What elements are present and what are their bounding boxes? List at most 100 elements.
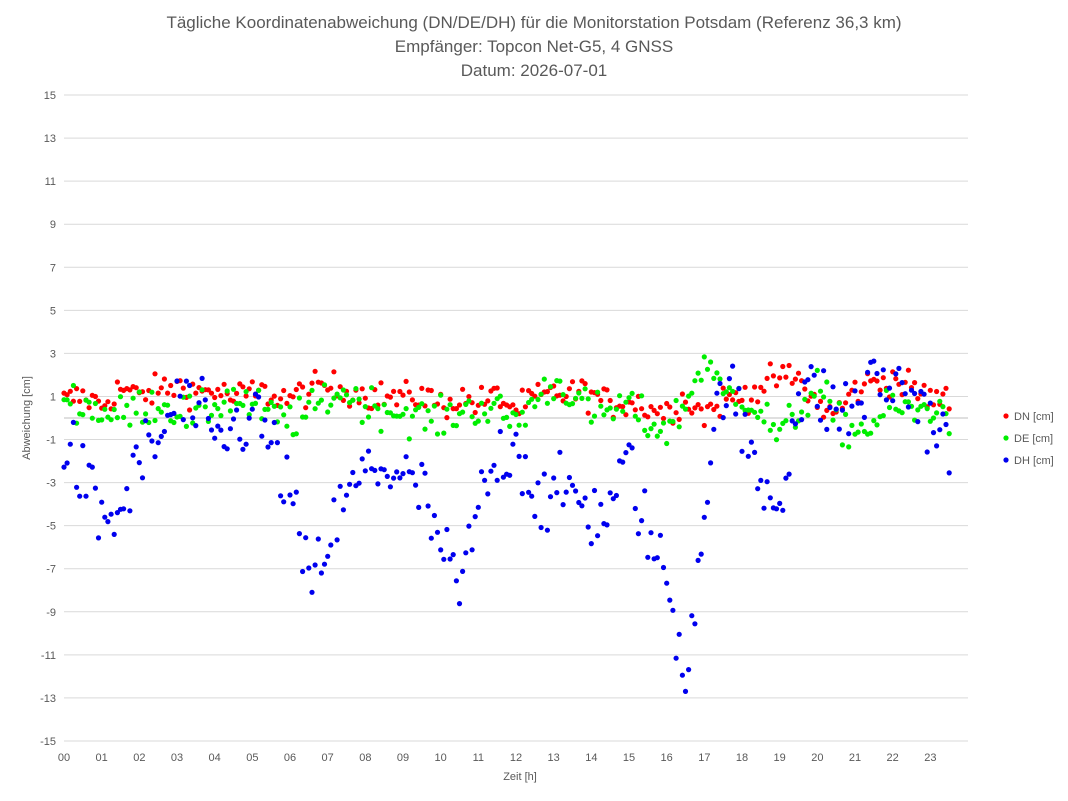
data-point	[943, 385, 949, 391]
data-point	[654, 555, 660, 561]
data-point	[940, 411, 946, 417]
data-point	[491, 400, 497, 406]
legend-item: DN [cm]	[1003, 411, 1054, 423]
data-point	[610, 496, 616, 502]
data-point	[522, 454, 529, 460]
data-point	[460, 568, 466, 575]
data-point	[240, 402, 246, 408]
data-point	[588, 419, 594, 425]
data-point	[155, 440, 161, 446]
data-point	[632, 413, 638, 419]
data-point	[704, 366, 711, 372]
data-point	[114, 415, 120, 421]
data-point	[824, 379, 830, 385]
data-point	[569, 379, 576, 385]
data-point	[337, 395, 343, 401]
data-point	[193, 390, 199, 396]
data-point	[83, 493, 89, 499]
data-point	[74, 386, 80, 392]
data-point	[755, 486, 761, 492]
data-point	[161, 428, 167, 435]
data-point	[256, 394, 262, 400]
data-point	[215, 406, 221, 412]
data-point	[318, 397, 324, 403]
data-point	[927, 418, 933, 424]
data-point	[234, 390, 240, 396]
data-point	[642, 488, 648, 494]
data-point	[290, 394, 296, 400]
data-point	[777, 426, 783, 432]
data-point	[777, 375, 783, 381]
data-point	[158, 433, 164, 439]
data-point	[80, 412, 86, 418]
data-point	[930, 415, 937, 421]
data-point	[193, 423, 199, 429]
data-point	[359, 419, 365, 425]
y-tick-label: -1	[46, 435, 56, 447]
data-point	[312, 368, 318, 374]
data-point	[124, 402, 130, 408]
data-point	[786, 402, 792, 408]
data-point	[585, 524, 591, 530]
x-tick-label: 08	[359, 752, 371, 764]
data-point	[689, 410, 695, 416]
data-point	[560, 502, 566, 508]
data-point	[560, 392, 566, 398]
data-point	[761, 388, 767, 394]
data-point	[946, 470, 952, 476]
data-point	[858, 400, 864, 406]
data-point	[795, 370, 802, 376]
x-tick-label: 03	[171, 752, 183, 764]
legend-item: DE [cm]	[1003, 433, 1053, 445]
y-tick-label: 7	[50, 262, 56, 274]
data-point	[582, 386, 588, 392]
data-point	[821, 368, 827, 374]
data-point	[598, 403, 604, 409]
data-point	[943, 421, 949, 428]
data-point	[733, 411, 739, 417]
data-point	[566, 474, 573, 481]
data-point	[934, 388, 940, 395]
data-point	[334, 537, 340, 543]
data-point	[293, 489, 299, 495]
data-point	[849, 422, 855, 428]
data-point	[325, 553, 331, 559]
data-point	[331, 395, 337, 401]
data-point	[522, 422, 529, 428]
data-point	[930, 430, 937, 436]
data-point	[306, 399, 312, 405]
data-point	[234, 407, 240, 413]
x-tick-label: 20	[811, 752, 823, 764]
data-point	[871, 418, 877, 424]
data-point	[591, 413, 598, 419]
data-point	[538, 524, 544, 531]
data-point	[350, 469, 356, 476]
data-point	[695, 557, 701, 564]
data-point	[664, 440, 670, 447]
data-point	[767, 427, 773, 433]
x-tick-label: 17	[698, 752, 710, 764]
data-point	[915, 419, 921, 425]
x-tick-label: 07	[322, 752, 334, 764]
data-point	[438, 547, 444, 553]
data-point	[880, 367, 886, 373]
data-point	[673, 655, 679, 661]
x-tick-label: 05	[246, 752, 258, 764]
data-point	[287, 492, 293, 498]
data-point	[331, 369, 337, 375]
data-point	[569, 401, 576, 407]
data-point	[460, 386, 466, 392]
data-point	[208, 390, 215, 396]
data-point	[478, 384, 485, 390]
data-point	[347, 481, 353, 487]
data-point	[711, 406, 717, 413]
data-point	[124, 486, 130, 492]
data-point	[284, 454, 290, 460]
y-tick-label: -3	[46, 478, 56, 490]
x-tick-label: 18	[736, 752, 748, 764]
data-point	[770, 421, 777, 428]
data-point	[692, 621, 698, 627]
data-point	[397, 475, 403, 481]
data-point	[538, 391, 544, 397]
data-point	[121, 414, 127, 420]
